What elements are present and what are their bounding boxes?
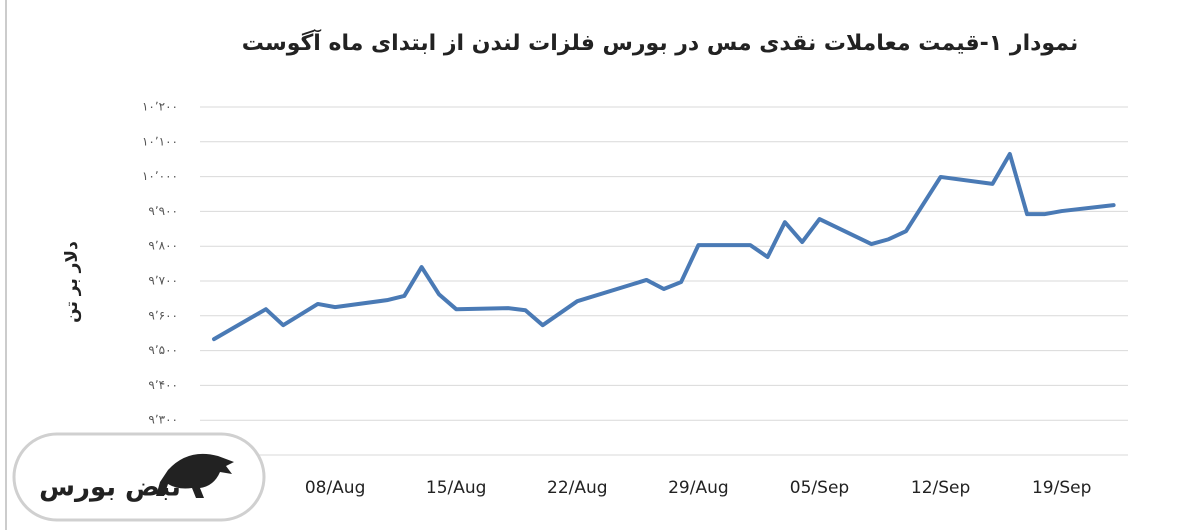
bull-icon [156,453,234,498]
x-tick-label: 15/Aug [426,478,487,498]
watermark-text: نبض بورس [39,473,181,503]
x-tick-label: 08/Aug [305,478,366,498]
y-tick-label: ۹٬۳۰۰ [148,413,178,427]
y-tick-label: ۹٬۷۰۰ [148,274,178,288]
y-tick-label: ۹٬۸۰۰ [148,239,178,253]
y-tick-label: ۹٬۵۰۰ [148,343,178,357]
data-line [212,151,1116,342]
x-tick-label: 22/Aug [547,478,608,498]
y-tick-label: ۹٬۹۰۰ [148,204,178,218]
y-tick-label: ۱۰٬۱۰۰ [142,134,178,148]
x-tick-label: 19/Sep [1032,478,1091,498]
x-tick-label: 12/Sep [911,478,970,498]
x-tick-label: 05/Sep [790,478,849,498]
chart-title: نمودار ۱-قیمت معاملات نقدی مس در بورس فل… [242,28,1078,56]
x-tick-label: 29/Aug [668,478,729,498]
y-tick-label: ۹٬۴۰۰ [148,378,178,392]
watermark: نبض بورس [12,432,266,522]
y-tick-label: ۱۰٬۰۰۰ [142,169,178,183]
y-axis-title: دلار بر تن [62,241,82,323]
plot-area: ۹٬۲۰۰۹٬۳۰۰۹٬۴۰۰۹٬۵۰۰۹٬۶۰۰۹٬۷۰۰۹٬۸۰۰۹٬۹۰۰… [142,100,1128,498]
y-tick-label: ۱۰٬۲۰۰ [142,100,178,114]
y-tick-label: ۹٬۶۰۰ [148,308,178,322]
